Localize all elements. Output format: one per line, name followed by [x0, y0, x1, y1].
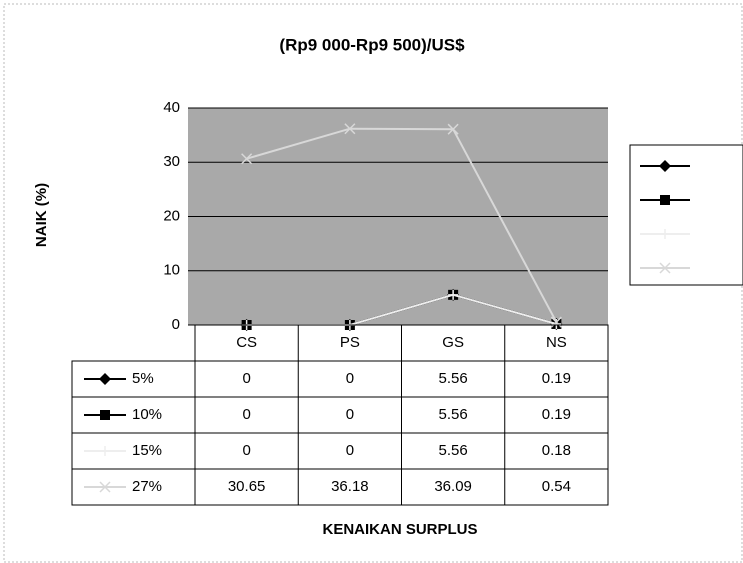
- marker: [448, 289, 459, 300]
- table-value: 0: [242, 406, 250, 423]
- table-value: 0: [346, 370, 354, 387]
- table-value: 30.65: [228, 478, 266, 495]
- table-value: 5.56: [439, 370, 468, 387]
- table-value: 0: [346, 406, 354, 423]
- legend: [629, 144, 743, 286]
- series-name: 5%: [132, 370, 154, 387]
- table-value: 36.09: [434, 478, 472, 495]
- x-axis-label: KENAIKAN SURPLUS: [322, 521, 477, 538]
- y-tick-label: 30: [163, 153, 180, 170]
- y-tick-label: 40: [163, 99, 180, 116]
- marker: [660, 195, 670, 205]
- marker: [241, 153, 253, 165]
- series-name: 10%: [132, 406, 162, 423]
- marker: [99, 373, 111, 385]
- table-value: 0: [346, 442, 354, 459]
- y-axis-label: NAIK (%): [33, 183, 50, 247]
- table-value: 0.18: [542, 442, 571, 459]
- x-tick-label: NS: [546, 334, 567, 351]
- x-tick-label: CS: [236, 334, 257, 351]
- table-value: 0: [242, 370, 250, 387]
- table-value: 0.54: [542, 478, 571, 495]
- y-tick-label: 20: [163, 207, 180, 224]
- series-name: 15%: [132, 442, 162, 459]
- table-value: 5.56: [439, 442, 468, 459]
- x-tick-label: GS: [442, 334, 464, 351]
- chart-title: (Rp9 000-Rp9 500)/US$: [279, 35, 465, 54]
- marker: [344, 123, 356, 135]
- marker: [660, 229, 670, 239]
- x-tick-label: PS: [340, 334, 360, 351]
- marker: [100, 410, 110, 420]
- y-tick-label: 10: [163, 262, 180, 279]
- series-name: 27%: [132, 478, 162, 495]
- table-value: 36.18: [331, 478, 369, 495]
- y-tick-label: 0: [172, 316, 180, 333]
- table-value: 0: [242, 442, 250, 459]
- table-value: 0.19: [542, 370, 571, 387]
- marker: [99, 481, 111, 493]
- marker: [447, 123, 459, 135]
- table-value: 5.56: [439, 406, 468, 423]
- marker: [100, 446, 110, 456]
- table-value: 0.19: [542, 406, 571, 423]
- marker: [659, 262, 671, 274]
- marker: [659, 160, 671, 172]
- series-line: [246, 127, 558, 323]
